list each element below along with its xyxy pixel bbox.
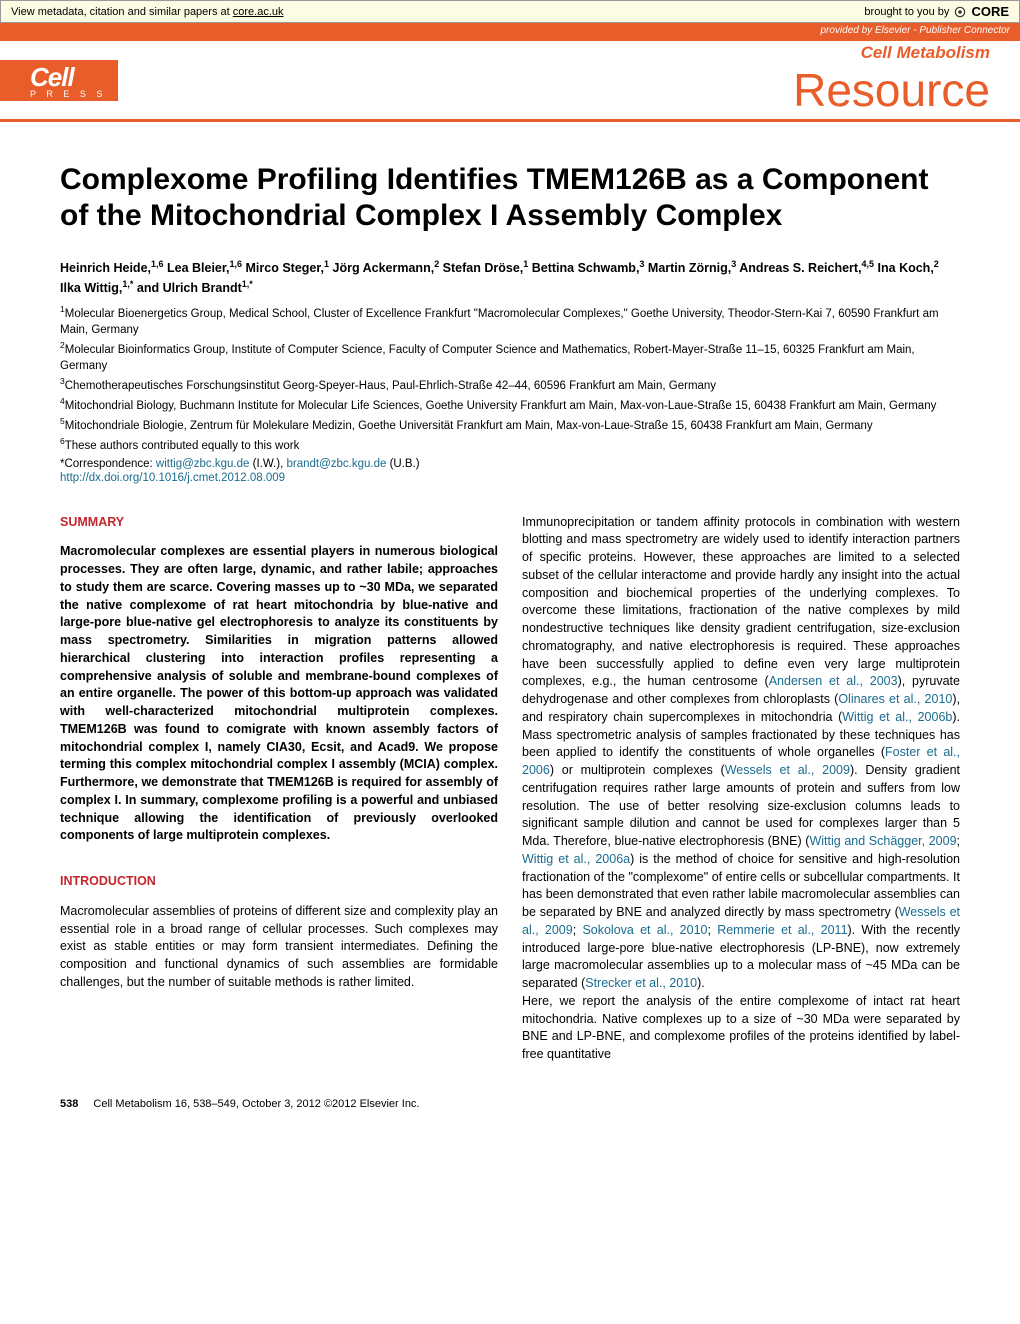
doi-line: http://dx.doi.org/10.1016/j.cmet.2012.08… bbox=[60, 472, 960, 484]
article-section: Resource bbox=[118, 63, 990, 117]
page-number: 538 bbox=[60, 1098, 78, 1110]
left-column: SUMMARY Macromolecular complexes are ess… bbox=[60, 514, 498, 1064]
introduction-heading: INTRODUCTION bbox=[60, 873, 498, 891]
article-content: Complexome Profiling Identifies TMEM126B… bbox=[0, 122, 1020, 1084]
core-link[interactable]: core.ac.uk bbox=[233, 6, 284, 18]
two-column-body: SUMMARY Macromolecular complexes are ess… bbox=[60, 514, 960, 1064]
header-right: Cell Metabolism Resource bbox=[118, 43, 1020, 117]
core-banner-right: brought to you by CORE bbox=[864, 4, 1009, 19]
correspondence-paren2: (U.B.) bbox=[390, 458, 420, 470]
core-banner: View metadata, citation and similar pape… bbox=[0, 0, 1020, 23]
right-column: Immunoprecipitation or tandem affinity p… bbox=[522, 514, 960, 1064]
email-link-2[interactable]: brandt@zbc.kgu.de bbox=[286, 458, 386, 470]
affiliation: 3Chemotherapeutisches Forschungsinstitut… bbox=[60, 376, 960, 394]
correspondence-paren1: (I.W.), bbox=[253, 458, 287, 470]
page-footer: 538 Cell Metabolism 16, 538–549, October… bbox=[0, 1084, 1020, 1118]
intro-paragraph-1: Macromolecular assemblies of proteins of… bbox=[60, 903, 498, 992]
affiliation: 1Molecular Bioenergetics Group, Medical … bbox=[60, 304, 960, 338]
brought-by-text: brought to you by bbox=[864, 6, 949, 18]
cell-press-logo: Cell P R E S S bbox=[0, 60, 118, 101]
correspondence-prefix: *Correspondence: bbox=[60, 458, 156, 470]
right-paragraph-1: Immunoprecipitation or tandem affinity p… bbox=[522, 514, 960, 993]
publisher-link[interactable]: Elsevier - Publisher Connector bbox=[875, 25, 1010, 36]
journal-header: Cell P R E S S Cell Metabolism Resource bbox=[0, 38, 1020, 122]
core-logo-text: CORE bbox=[971, 4, 1009, 19]
press-logo-text: P R E S S bbox=[30, 90, 106, 99]
summary-heading: SUMMARY bbox=[60, 514, 498, 532]
affiliation: 5Mitochondriale Biologie, Zentrum für Mo… bbox=[60, 416, 960, 434]
author-list: Heinrich Heide,1,6 Lea Bleier,1,6 Mirco … bbox=[60, 258, 960, 298]
correspondence-line: *Correspondence: wittig@zbc.kgu.de (I.W.… bbox=[60, 456, 960, 472]
journal-name: Cell Metabolism bbox=[118, 43, 990, 63]
core-icon bbox=[953, 5, 967, 19]
doi-link[interactable]: http://dx.doi.org/10.1016/j.cmet.2012.08… bbox=[60, 472, 285, 484]
core-banner-left: View metadata, citation and similar pape… bbox=[11, 6, 864, 18]
provided-bar: provided by Elsevier - Publisher Connect… bbox=[0, 23, 1020, 38]
affiliation: 2Molecular Bioinformatics Group, Institu… bbox=[60, 340, 960, 374]
email-link-1[interactable]: wittig@zbc.kgu.de bbox=[156, 458, 250, 470]
core-banner-text: View metadata, citation and similar pape… bbox=[11, 6, 233, 18]
article-title: Complexome Profiling Identifies TMEM126B… bbox=[60, 162, 960, 234]
affiliation-list: 1Molecular Bioenergetics Group, Medical … bbox=[60, 304, 960, 454]
footer-citation: Cell Metabolism 16, 538–549, October 3, … bbox=[93, 1098, 419, 1110]
affiliation: 6These authors contributed equally to th… bbox=[60, 436, 960, 454]
cell-logo-text: Cell bbox=[30, 62, 74, 92]
provided-prefix: provided by bbox=[820, 25, 874, 36]
right-paragraph-2: Here, we report the analysis of the enti… bbox=[522, 993, 960, 1064]
summary-text: Macromolecular complexes are essential p… bbox=[60, 543, 498, 845]
affiliation: 4Mitochondrial Biology, Buchmann Institu… bbox=[60, 396, 960, 414]
